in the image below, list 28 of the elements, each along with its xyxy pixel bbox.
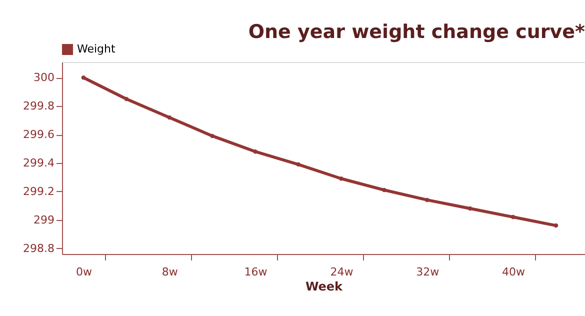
y-tick-label: 299.8 (23, 100, 54, 113)
x-axis-title: Week (305, 280, 344, 294)
chart-title: One year weight change curve* (248, 21, 585, 43)
x-tick-label: 16w (244, 266, 268, 278)
x-tick-label: 8w (162, 266, 178, 278)
x-tick-label: 40w (502, 266, 526, 278)
point (425, 198, 430, 202)
point (554, 223, 558, 228)
x-tick-label: 0w (76, 266, 92, 278)
y-tick-label: 300 (34, 71, 54, 84)
y-tick-label: 299 (34, 213, 54, 226)
point (339, 176, 344, 181)
point (167, 115, 172, 120)
point (81, 76, 86, 80)
y-tick-label: 298.8 (23, 242, 54, 255)
point (124, 96, 129, 102)
y-tick-label: 299.4 (23, 156, 54, 170)
point (253, 149, 258, 154)
x-tick-label: 24w (330, 266, 354, 278)
point (296, 162, 300, 167)
legend-label: Weight (77, 42, 116, 56)
y-tick-label: 299.2 (23, 184, 54, 198)
y-tick-label: 299.6 (23, 128, 54, 142)
point (210, 134, 214, 138)
x-tick-label: 32w (416, 266, 440, 278)
point (382, 188, 386, 192)
point (510, 214, 516, 220)
point (468, 206, 472, 211)
